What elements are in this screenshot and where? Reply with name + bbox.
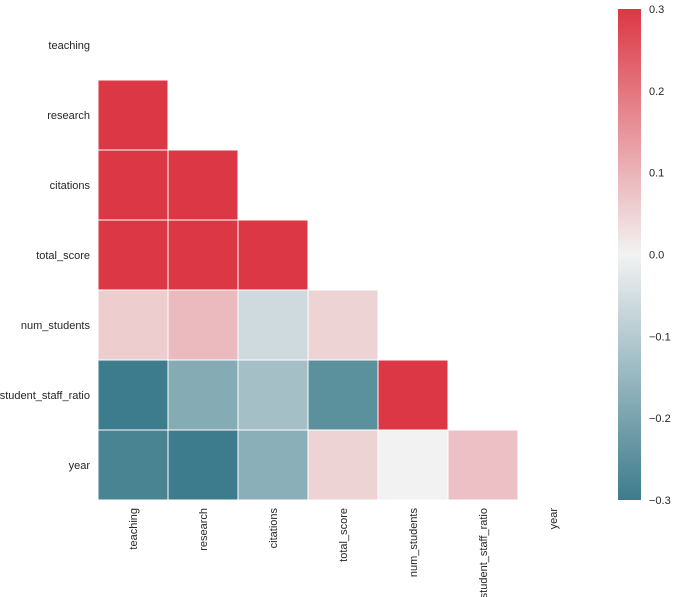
y-tick-label-teaching: teaching bbox=[48, 40, 90, 52]
heatmap-cell-year-teaching bbox=[97, 429, 169, 501]
heatmap-cell-student_staff_ratio-total_score bbox=[307, 359, 379, 431]
heatmap-cell-year-num_students bbox=[377, 429, 449, 501]
heatmap-cell-student_staff_ratio-research bbox=[167, 359, 239, 431]
y-tick-label-citations: citations bbox=[50, 180, 91, 192]
heatmap-cell-num_students-research bbox=[167, 289, 239, 361]
x-tick-label-teaching: teaching bbox=[128, 508, 140, 550]
heatmap-cell-total_score-citations bbox=[237, 219, 309, 291]
x-tick-label-student_staff_ratio: student_staff_ratio bbox=[478, 508, 490, 597]
colorbar-tick-label: 0.3 bbox=[649, 4, 664, 16]
y-tick-label-student_staff_ratio: student_staff_ratio bbox=[0, 390, 90, 402]
heatmap-cell-student_staff_ratio-teaching bbox=[97, 359, 169, 431]
y-tick-label-year: year bbox=[69, 460, 91, 472]
colorbar-tick-label: 0.0 bbox=[649, 250, 664, 262]
heatmap-cell-year-research bbox=[167, 429, 239, 501]
colorbar-tick-label: −0.3 bbox=[649, 495, 671, 507]
colorbar-tick-label: 0.2 bbox=[649, 86, 664, 98]
heatmap-cells bbox=[97, 79, 519, 501]
heatmap-cell-student_staff_ratio-citations bbox=[237, 359, 309, 431]
heatmap-cell-num_students-citations bbox=[237, 289, 309, 361]
colorbar bbox=[618, 9, 641, 500]
colorbar-tick-label: −0.1 bbox=[649, 331, 671, 343]
y-tick-label-research: research bbox=[47, 110, 90, 122]
heatmap-cell-research-teaching bbox=[97, 79, 169, 151]
x-tick-labels: teaching research citations total_score num_… bbox=[128, 508, 560, 597]
heatmap-cell-year-total_score bbox=[307, 429, 379, 501]
colorbar-tick-label: −0.2 bbox=[649, 413, 671, 425]
x-tick-label-year: year bbox=[548, 508, 560, 530]
colorbar-ticks: 0.3 0.2 0.1 0.0 −0.1 −0.2 −0.3 bbox=[649, 4, 671, 507]
heatmap-cell-num_students-total_score bbox=[307, 289, 379, 361]
y-tick-labels: teaching research citations total_score num_… bbox=[0, 40, 90, 472]
heatmap-cell-year-citations bbox=[237, 429, 309, 501]
y-tick-label-num_students: num_students bbox=[21, 320, 91, 332]
heatmap-cell-citations-research bbox=[167, 149, 239, 221]
y-tick-label-total_score: total_score bbox=[36, 250, 90, 262]
x-tick-label-research: research bbox=[198, 508, 210, 551]
x-tick-label-citations: citations bbox=[268, 508, 280, 549]
heatmap-cell-student_staff_ratio-num_students bbox=[377, 359, 449, 431]
x-tick-label-num_students: num_students bbox=[408, 508, 420, 578]
heatmap-cell-num_students-teaching bbox=[97, 289, 169, 361]
x-tick-label-total_score: total_score bbox=[338, 508, 350, 562]
heatmap-cell-total_score-teaching bbox=[97, 219, 169, 291]
heatmap-cell-citations-teaching bbox=[97, 149, 169, 221]
heatmap-cell-total_score-research bbox=[167, 219, 239, 291]
colorbar-tick-label: 0.1 bbox=[649, 168, 664, 180]
heatmap-cell-year-student_staff_ratio bbox=[447, 429, 519, 501]
